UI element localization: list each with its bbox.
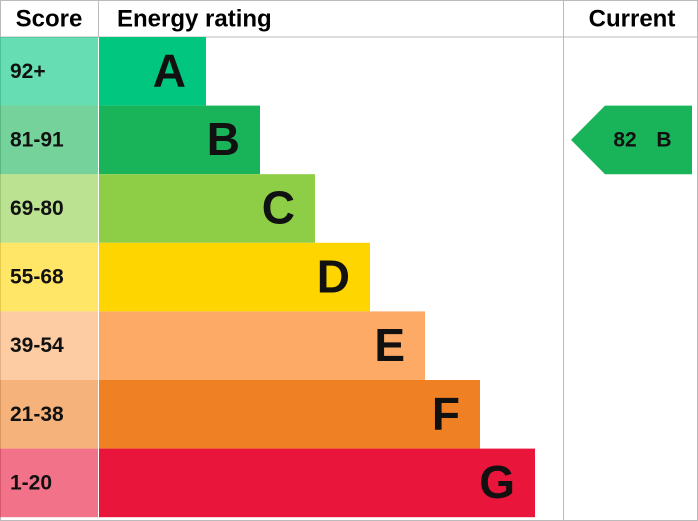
band-score: 69-80 — [10, 197, 64, 220]
current-arrow — [571, 105, 692, 175]
rating-bar — [99, 105, 260, 175]
current-score: 82 — [613, 128, 636, 151]
score-cell — [0, 242, 98, 312]
rating-bar — [99, 448, 535, 518]
rating-bar — [99, 311, 425, 380]
rating-bar — [99, 174, 315, 243]
rating-header: Energy rating — [117, 5, 272, 32]
band-score: 81-91 — [10, 128, 64, 151]
band-letter: D — [317, 250, 350, 302]
current-letter: B — [656, 128, 671, 151]
rating-bar — [99, 37, 206, 106]
current-header: Current — [589, 5, 676, 32]
band-letter: F — [432, 387, 460, 439]
band-score: 92+ — [10, 60, 46, 83]
band-score: 55-68 — [10, 266, 64, 289]
band-letter: C — [262, 182, 295, 234]
band-score: 21-38 — [10, 403, 64, 426]
band-score: 1-20 — [10, 471, 52, 494]
score-header: Score — [16, 5, 83, 32]
score-cell — [0, 380, 98, 449]
band-letter: G — [479, 456, 515, 508]
score-cell — [0, 311, 98, 380]
score-cell — [0, 448, 98, 518]
band-letter: E — [374, 319, 405, 371]
band-letter: B — [207, 113, 240, 165]
band-score: 39-54 — [10, 334, 64, 357]
rating-bar — [99, 380, 480, 449]
rating-bar — [99, 242, 370, 312]
score-cell — [0, 174, 98, 243]
score-cell — [0, 105, 98, 175]
score-cell — [0, 37, 98, 106]
band-letter: A — [153, 44, 186, 96]
